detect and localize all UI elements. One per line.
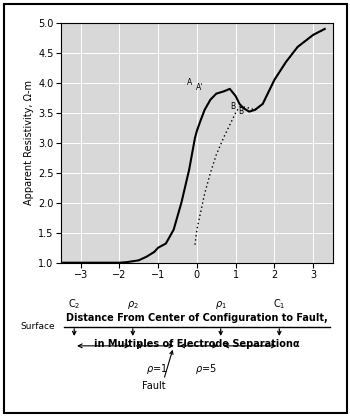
Text: Surface: Surface [21, 322, 55, 331]
Text: $\rho_1$: $\rho_1$ [215, 299, 226, 311]
Text: B': B' [238, 107, 245, 116]
Text: C$_1$: C$_1$ [273, 297, 286, 311]
Text: $\rho$=5: $\rho$=5 [195, 362, 217, 376]
Text: C$_2$: C$_2$ [68, 297, 80, 311]
Text: $\rho_2$: $\rho_2$ [127, 299, 139, 311]
Text: A': A' [196, 83, 203, 92]
Text: in Multiples of Electrode Separationα: in Multiples of Electrode Separationα [94, 339, 300, 349]
Y-axis label: Apparent Resistivity, Ω-m: Apparent Resistivity, Ω-m [24, 80, 34, 205]
Text: B: B [230, 102, 236, 111]
Text: Fault: Fault [142, 381, 166, 391]
Text: A: A [187, 78, 192, 87]
Text: $\rho$=1: $\rho$=1 [146, 362, 168, 376]
Text: Distance From Center of Configuration to Fault,: Distance From Center of Configuration to… [66, 313, 328, 323]
